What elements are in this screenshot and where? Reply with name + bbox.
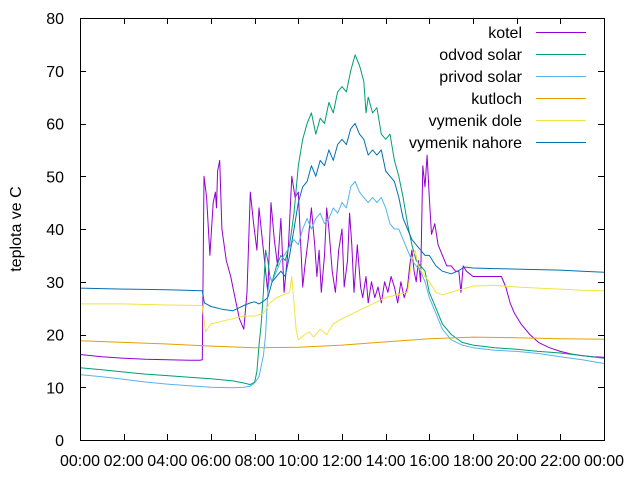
y-tick-label: 10 <box>46 380 64 397</box>
x-tick-label: 00:00 <box>60 453 100 470</box>
series-line-kotel <box>79 154 605 361</box>
legend-label-vymenik-dole: vymenik dole <box>429 113 522 130</box>
x-tick-label: 12:00 <box>322 453 362 470</box>
y-tick-label: 20 <box>46 328 64 345</box>
legend-label-vymenik-nahore: vymenik nahore <box>409 135 522 152</box>
series-line-privod-solar <box>79 181 605 389</box>
x-tick-label: 02:00 <box>104 453 144 470</box>
x-tick-label: 22:00 <box>540 453 580 470</box>
y-axis-label: teplota ve C <box>8 186 25 271</box>
x-tick-label: 18:00 <box>453 453 493 470</box>
x-tick-label: 06:00 <box>191 453 231 470</box>
x-tick-labels: 00:00 02:00 04:00 06:00 08:00 10:00 12:00 14:00… <box>60 453 624 470</box>
y-tick-label: 70 <box>46 64 64 81</box>
y-tick-label: 60 <box>46 117 64 134</box>
y-tick-label: 40 <box>46 222 64 239</box>
x-tick-label: 00:00 <box>584 453 624 470</box>
y-tick-label: 80 <box>46 11 64 28</box>
x-tick-label: 08:00 <box>235 453 275 470</box>
y-tick-label: 30 <box>46 275 64 292</box>
series-line-vymenik-dole <box>80 249 605 341</box>
y-tick-label: 50 <box>46 169 64 186</box>
x-tick-label: 20:00 <box>497 453 537 470</box>
plot-frame <box>80 18 605 441</box>
x-tick-label: 16:00 <box>409 453 449 470</box>
series-line-kutloch <box>79 336 605 349</box>
x-tick-label: 10:00 <box>278 453 318 470</box>
y-tick-label: 0 <box>55 433 64 450</box>
legend-label-kutloch: kutloch <box>471 91 522 108</box>
legend-label-odvod-solar: odvod solar <box>439 47 522 64</box>
x-tick-label: 14:00 <box>366 453 406 470</box>
legend-label-kotel: kotel <box>488 25 522 42</box>
series-line-odvod-solar <box>79 54 605 386</box>
y-tick-labels: 0 10 20 30 40 50 60 70 80 <box>46 11 64 450</box>
series-line-vymenik-nahore <box>79 123 605 312</box>
legend-label-privod-solar: privod solar <box>439 69 522 86</box>
legend: kotel odvod solar privod solar kutloch vymen… <box>409 25 586 152</box>
series-lines <box>79 54 605 389</box>
x-tick-label: 04:00 <box>147 453 187 470</box>
